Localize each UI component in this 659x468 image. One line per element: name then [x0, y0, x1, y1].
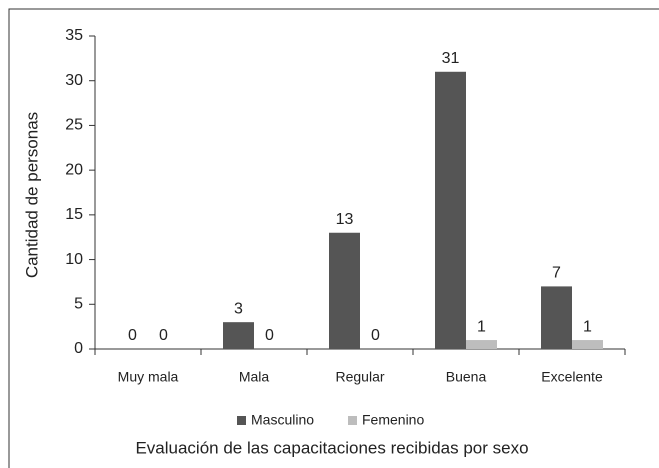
x-tick-label: Mala	[239, 369, 270, 385]
legend-label: Femenino	[362, 412, 424, 428]
data-label: 0	[371, 327, 380, 344]
y-tick-label: 20	[65, 161, 83, 178]
bar	[466, 340, 497, 349]
data-label: 0	[128, 327, 137, 344]
data-label: 31	[442, 50, 460, 67]
bar	[329, 232, 360, 349]
data-label: 7	[552, 265, 561, 282]
legend-swatch	[348, 416, 357, 425]
chart-frame	[8, 8, 659, 468]
y-tick-label: 35	[65, 27, 83, 44]
data-label: 1	[583, 318, 592, 335]
legend-swatch	[237, 416, 246, 425]
chart-title: Evaluación de las capacitaciones recibid…	[135, 438, 528, 457]
x-tick-label: Regular	[335, 369, 384, 385]
bar	[572, 340, 603, 349]
bar	[541, 286, 572, 349]
data-label: 0	[159, 327, 168, 344]
y-tick-label: 30	[65, 72, 83, 89]
y-tick-label: 25	[65, 117, 83, 134]
data-label: 1	[477, 318, 486, 335]
legend-label: Masculino	[251, 412, 314, 428]
data-label: 3	[234, 300, 243, 317]
y-tick-label: 10	[65, 251, 83, 268]
bar	[435, 71, 466, 350]
y-tick-label: 5	[74, 296, 83, 313]
y-axis-label: Cantidad de personas	[22, 112, 41, 278]
bar	[223, 322, 254, 349]
y-tick-label: 15	[65, 206, 83, 223]
data-label: 13	[336, 211, 354, 228]
data-label: 0	[265, 327, 274, 344]
x-tick-label: Muy mala	[118, 369, 179, 385]
y-tick-label: 0	[74, 340, 83, 357]
x-tick-label: Excelente	[541, 369, 603, 385]
x-tick-label: Buena	[446, 369, 487, 385]
